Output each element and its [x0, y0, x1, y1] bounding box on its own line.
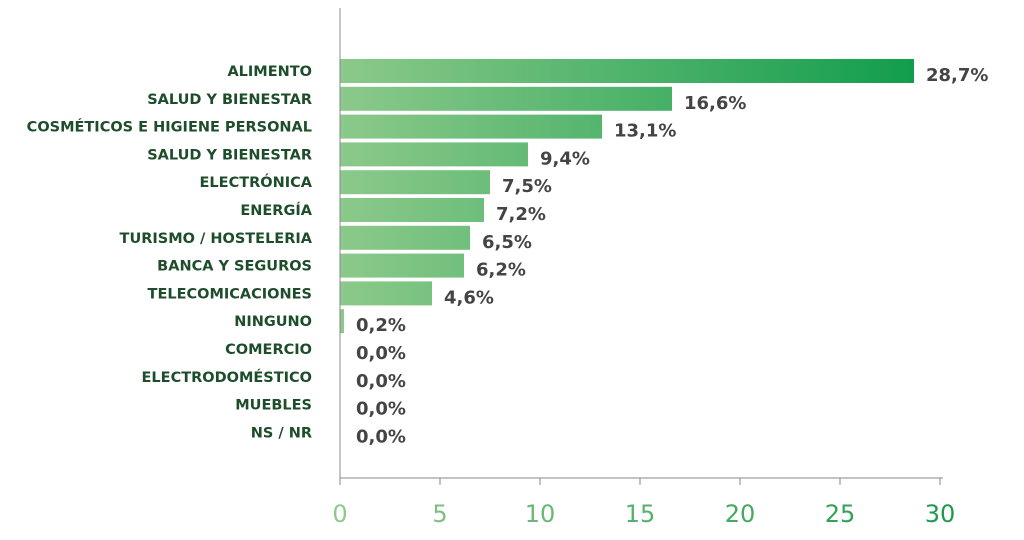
- x-tick-label: 10: [525, 500, 556, 528]
- value-label: 16,6%: [684, 93, 746, 114]
- x-tick-label: 30: [925, 500, 956, 528]
- value-label: 7,2%: [496, 204, 546, 225]
- bar: [340, 309, 344, 334]
- category-label: MUEBLES: [235, 398, 312, 414]
- value-label: 9,4%: [540, 148, 590, 169]
- value-label: 0,0%: [356, 426, 406, 447]
- ticks-layer: 0 5 10 15 20 25 30: [332, 500, 955, 528]
- value-label: 0,0%: [356, 399, 406, 420]
- bars-layer: [340, 59, 914, 334]
- bar: [340, 198, 484, 222]
- x-tick-label: 15: [625, 500, 656, 528]
- bar: [340, 281, 432, 306]
- category-label: TURISMO / HOSTELERIA: [120, 231, 313, 247]
- value-label: 0,0%: [356, 371, 406, 392]
- category-label: NINGUNO: [234, 314, 312, 330]
- bar: [340, 170, 490, 195]
- value-label: 13,1%: [614, 121, 676, 142]
- value-label: 4,6%: [444, 287, 494, 308]
- value-label: 0,2%: [356, 315, 406, 336]
- bar: [340, 225, 470, 250]
- value-label: 6,2%: [476, 260, 526, 281]
- category-label: BANCA Y SEGUROS: [157, 259, 312, 275]
- category-label: COMERCIO: [225, 342, 312, 358]
- category-label: TELECOMICACIONES: [148, 286, 312, 302]
- x-tick-label: 25: [825, 500, 856, 528]
- category-label: ELECTRODOMÉSTICO: [142, 369, 312, 386]
- labels-layer: ALIMENTO 28,7% SALUD Y BIENESTAR 16,6% COSMÉ…: [27, 64, 989, 447]
- bar: [340, 142, 528, 167]
- axis-layer: [339, 8, 943, 485]
- bar: [340, 86, 672, 111]
- category-label: NS / NR: [251, 425, 312, 441]
- x-tick-label: 20: [725, 500, 756, 528]
- bar: [340, 253, 464, 278]
- value-label: 0,0%: [356, 343, 406, 364]
- category-label: ENERGÍA: [240, 202, 312, 219]
- category-label: ELECTRÓNICA: [200, 173, 313, 191]
- x-tick-label: 0: [332, 500, 347, 528]
- x-tick-label: 5: [432, 500, 447, 528]
- value-label: 7,5%: [502, 176, 552, 197]
- value-label: 28,7%: [926, 65, 988, 86]
- category-label: COSMÉTICOS E HIGIENE PERSONAL: [27, 119, 312, 136]
- category-label: SALUD Y BIENESTAR: [147, 92, 312, 108]
- bar: [340, 114, 602, 139]
- value-label: 6,5%: [482, 232, 532, 253]
- bar: [340, 59, 914, 83]
- category-label: SALUD Y BIENESTAR: [147, 147, 312, 163]
- category-label: ALIMENTO: [227, 64, 312, 80]
